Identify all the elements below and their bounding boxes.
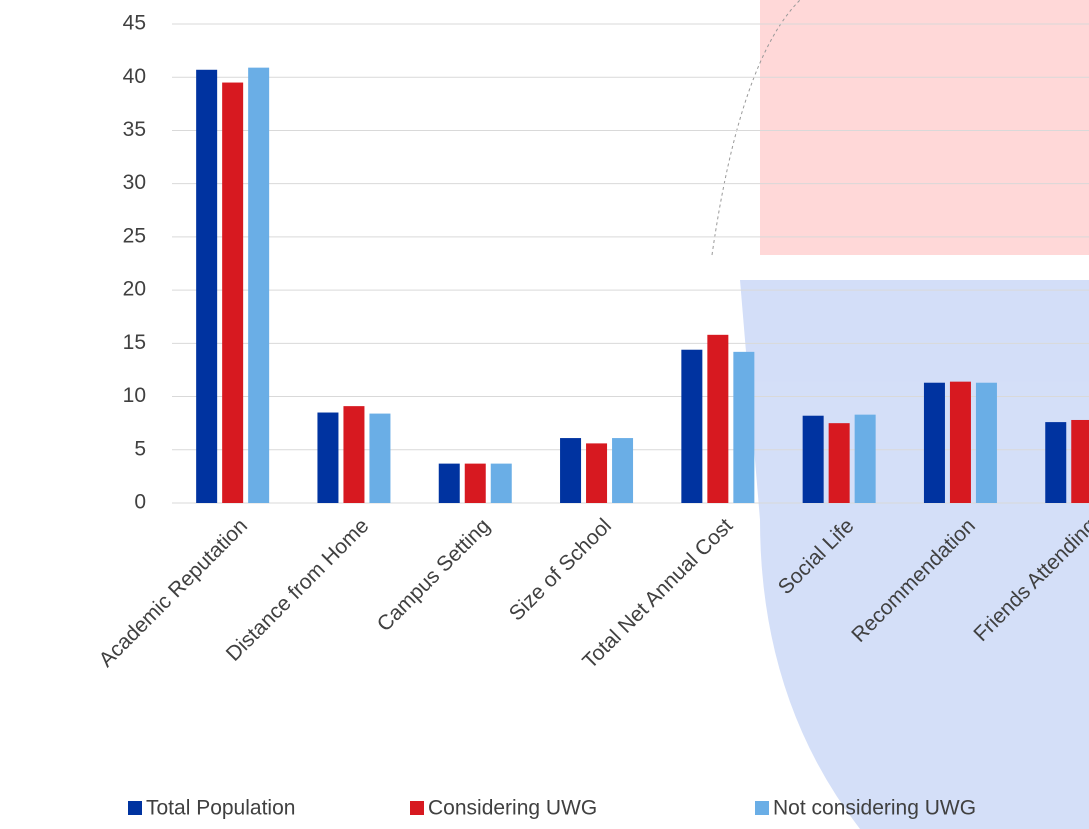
legend-label: Considering UWG [428, 797, 597, 820]
bar [222, 82, 244, 504]
legend-label: Not considering UWG [773, 797, 976, 820]
y-tick-label: 45 [123, 12, 146, 35]
watermark-blue [740, 280, 1089, 829]
bar [923, 382, 945, 503]
legend-swatch [755, 801, 769, 815]
x-tick-label: Size of School [505, 514, 616, 625]
watermark [740, 0, 1089, 829]
bar [248, 67, 270, 504]
y-tick-label: 0 [134, 491, 146, 514]
bar [1071, 419, 1089, 503]
bar [196, 69, 218, 503]
y-tick-label: 30 [123, 171, 146, 194]
y-tick-label: 35 [123, 118, 146, 141]
y-tick-label: 25 [123, 224, 146, 247]
bar [586, 443, 608, 503]
y-tick-label: 15 [123, 331, 146, 354]
bar [854, 414, 876, 503]
bar [681, 349, 703, 503]
bar [975, 382, 997, 503]
bar [828, 423, 850, 503]
y-tick-label: 10 [123, 384, 146, 407]
bar [317, 412, 339, 503]
bar [464, 463, 486, 503]
bar [802, 415, 824, 503]
bar [707, 334, 729, 503]
bar [560, 438, 582, 503]
bar [612, 438, 634, 503]
legend-label: Total Population [146, 797, 295, 820]
bar [949, 381, 971, 503]
y-tick-label: 40 [123, 65, 146, 88]
bar [490, 463, 512, 503]
x-tick-label: Campus Setting [373, 514, 495, 636]
watermark-red [760, 0, 1089, 255]
y-tick-label: 5 [134, 437, 146, 460]
bar [1045, 422, 1067, 503]
legend-swatch [128, 801, 142, 815]
y-tick-label: 20 [123, 278, 146, 301]
bar [438, 463, 460, 503]
bar [733, 351, 755, 503]
legend-swatch [410, 801, 424, 815]
bar [343, 406, 365, 503]
bar [369, 413, 391, 503]
watermark-edge [711, 0, 801, 256]
